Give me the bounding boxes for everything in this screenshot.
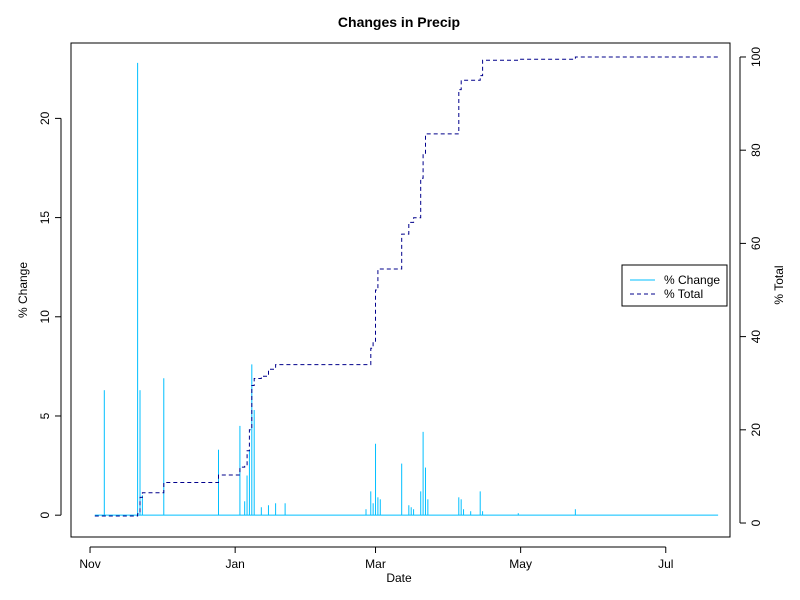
x-tick-label: Jul [658,557,673,571]
series-percent-total [94,56,719,517]
x-axis-label: Date [386,571,412,585]
chart-title: Changes in Precip [338,14,460,30]
legend-box [621,264,728,307]
left-y-tick-label: 15 [38,211,52,225]
x-tick-label: Mar [365,557,386,571]
legend-label-percent-total: % Total [664,287,703,301]
left-y-axis: 0 5 10 15 20 [38,111,62,519]
right-y-axis-label: % Total [772,265,786,304]
left-y-tick-label: 10 [38,310,52,324]
plot-box [70,42,731,538]
right-y-tick-label: 20 [749,423,763,437]
x-tick-label: Nov [79,557,100,571]
right-y-tick-label: 40 [749,330,763,344]
left-y-tick-label: 5 [38,412,52,419]
x-tick-label: May [509,557,532,571]
series-percent-change [94,62,719,516]
right-y-tick-label: 0 [749,519,763,526]
x-tick-label: Jan [225,557,244,571]
left-y-tick-label: 20 [38,111,52,125]
left-y-axis-label: % Change [16,262,30,318]
left-y-tick-label: 0 [38,512,52,519]
right-y-tick-label: 100 [749,47,763,67]
right-y-axis: 0 20 40 60 80 100 [739,47,763,526]
percent-total-line [94,56,719,517]
right-y-tick-label: 80 [749,143,763,157]
legend: % Change % Total [621,264,728,307]
right-y-tick-label: 60 [749,236,763,250]
x-axis: Nov Jan Mar May Jul [79,546,673,571]
legend-label-percent-change: % Change [664,273,720,287]
